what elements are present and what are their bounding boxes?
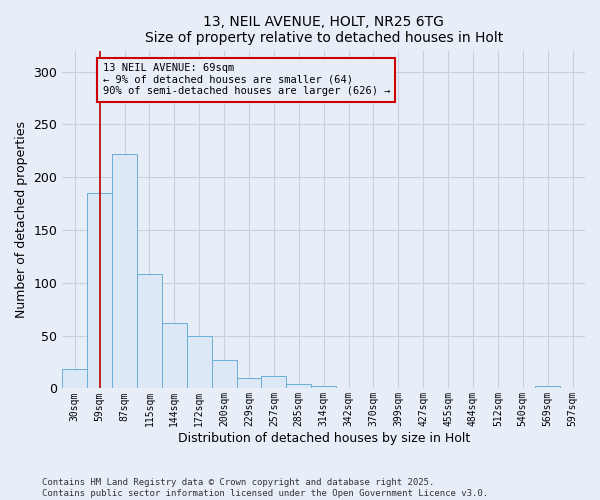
Title: 13, NEIL AVENUE, HOLT, NR25 6TG
Size of property relative to detached houses in : 13, NEIL AVENUE, HOLT, NR25 6TG Size of …	[145, 15, 503, 45]
Bar	[87, 193, 112, 388]
Bar	[262, 376, 286, 388]
Bar	[236, 378, 262, 388]
Bar	[311, 386, 336, 388]
Y-axis label: Number of detached properties: Number of detached properties	[15, 121, 28, 318]
Bar	[137, 274, 162, 388]
Text: 13 NEIL AVENUE: 69sqm
← 9% of detached houses are smaller (64)
90% of semi-detac: 13 NEIL AVENUE: 69sqm ← 9% of detached h…	[103, 63, 390, 96]
X-axis label: Distribution of detached houses by size in Holt: Distribution of detached houses by size …	[178, 432, 470, 445]
Bar	[535, 386, 560, 388]
Bar	[286, 384, 311, 388]
Bar	[112, 154, 137, 388]
Bar	[162, 323, 187, 388]
Text: Contains HM Land Registry data © Crown copyright and database right 2025.
Contai: Contains HM Land Registry data © Crown c…	[42, 478, 488, 498]
Bar	[62, 370, 87, 388]
Bar	[187, 336, 212, 388]
Bar	[212, 360, 236, 388]
